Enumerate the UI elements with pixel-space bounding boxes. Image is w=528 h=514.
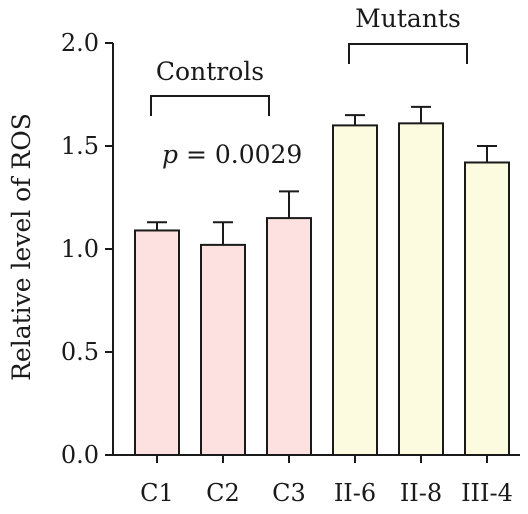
bracket-controls (150, 95, 270, 116)
bar-iii-4 (464, 161, 510, 456)
bar-ii-8 (398, 122, 444, 456)
x-tick-label: C1 (140, 479, 174, 507)
bar-c2 (200, 243, 246, 456)
x-tick-label: III-4 (461, 479, 513, 507)
x-tick-label: C3 (272, 479, 306, 507)
y-tick-label: 0.5 (61, 338, 99, 366)
p-value-annotation: p = 0.0029 (162, 140, 302, 169)
y-tick-label: 1.0 (61, 235, 99, 263)
x-tick-label: II-8 (400, 479, 442, 507)
x-tick-label: II-6 (334, 479, 376, 507)
bar-c3 (266, 217, 312, 456)
x-tick-label: C2 (206, 479, 240, 507)
y-axis-title: Relative level of ROS (7, 113, 36, 381)
bracket-mutants (348, 43, 468, 64)
bar-ii-6 (332, 124, 378, 457)
labels-layer: 0.0 0.5 1.0 1.5 2.0 C1 C2 C3 II-6 II-8 III-4 Contro… (61, 4, 513, 507)
axes-layer (105, 42, 520, 463)
bars-layer (134, 105, 510, 457)
y-tick-label: 1.5 (61, 132, 99, 160)
y-tick-label: 0.0 (61, 441, 99, 469)
p-value-text: = 0.0029 (178, 140, 302, 169)
y-tick-label: 2.0 (61, 29, 99, 57)
bar-c1 (134, 229, 180, 456)
group-label-mutants: Mutants (355, 4, 461, 33)
group-label-controls: Controls (156, 57, 264, 86)
p-symbol: p (162, 140, 178, 169)
